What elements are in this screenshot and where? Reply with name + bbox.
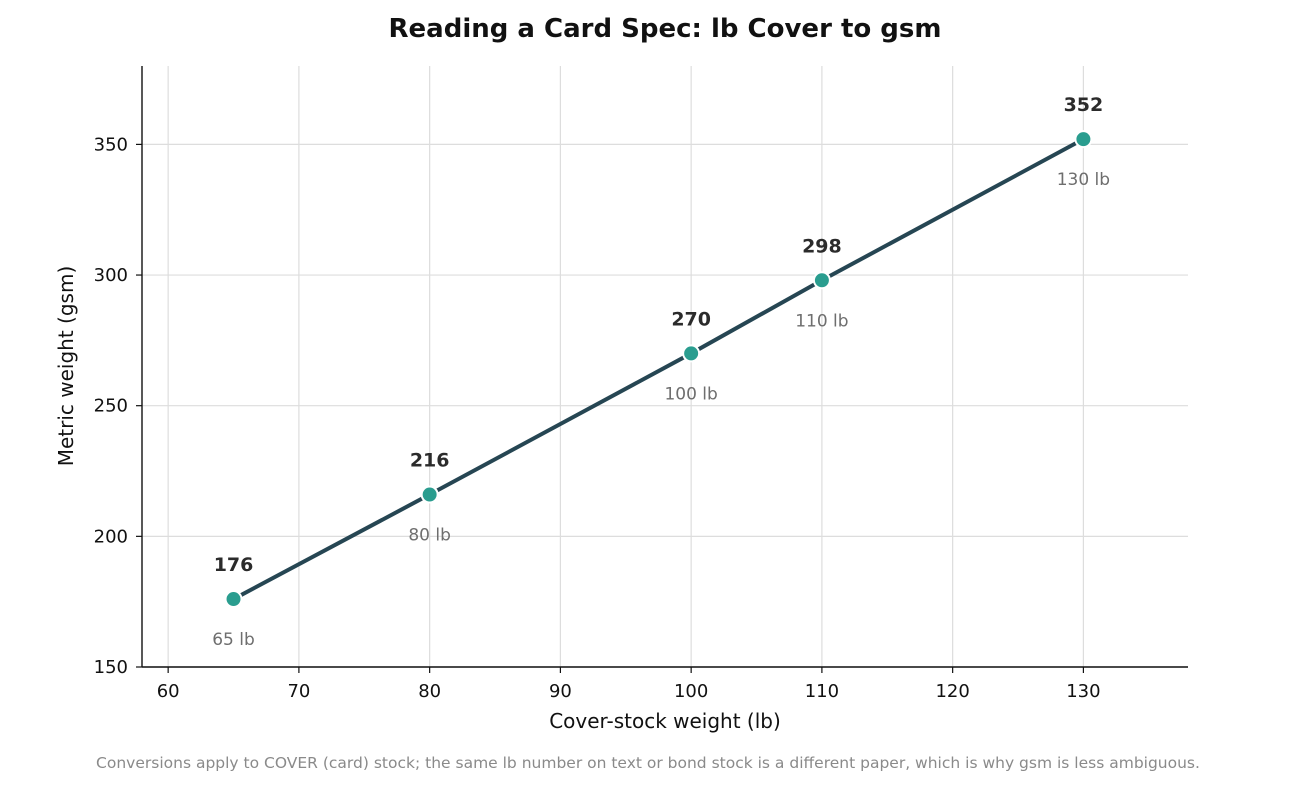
data-labels: 176 65 lb 216 80 lb 270 100 lb 298 110 lb 352 130… <box>212 94 1110 650</box>
x-axis-ticks: 60 70 80 90 100 110 120 130 <box>157 667 1101 702</box>
axes <box>141 66 1188 668</box>
data-points <box>224 130 1093 609</box>
data-point-sublabel: 80 lb <box>408 526 451 546</box>
chart-footnote: Conversions apply to COVER (card) stock;… <box>96 754 1200 772</box>
y-tick-label: 250 <box>94 396 128 417</box>
x-tick-label: 90 <box>549 681 572 702</box>
x-tick-label: 130 <box>1066 681 1100 702</box>
chart-title: Reading a Card Spec: lb Cover to gsm <box>389 14 942 44</box>
data-point <box>812 271 831 290</box>
data-point <box>682 344 701 363</box>
data-value-label: 216 <box>410 450 450 472</box>
data-point <box>1074 130 1093 149</box>
y-tick-label: 350 <box>94 134 128 155</box>
series-line-layer <box>231 137 1086 602</box>
data-value-label: 270 <box>671 308 711 330</box>
x-tick-label: 60 <box>157 681 180 702</box>
y-tick-label: 200 <box>94 526 128 547</box>
data-point-sublabel: 100 lb <box>664 384 717 404</box>
data-point-sublabel: 65 lb <box>212 630 255 650</box>
y-axis-label: Metric weight (gsm) <box>54 266 78 467</box>
data-point <box>224 590 243 609</box>
data-value-label: 176 <box>214 554 254 576</box>
data-value-label: 352 <box>1064 94 1104 116</box>
series-line <box>231 137 1086 602</box>
x-tick-label: 70 <box>287 681 310 702</box>
y-tick-label: 150 <box>94 657 128 678</box>
x-tick-label: 110 <box>805 681 839 702</box>
data-point-sublabel: 130 lb <box>1057 170 1110 190</box>
data-value-label: 298 <box>802 235 842 257</box>
x-tick-label: 100 <box>674 681 708 702</box>
y-tick-label: 300 <box>94 265 128 286</box>
x-tick-label: 80 <box>418 681 441 702</box>
x-axis-label: Cover-stock weight (lb) <box>549 709 781 733</box>
x-tick-label: 120 <box>935 681 969 702</box>
data-point-sublabel: 110 lb <box>795 311 848 331</box>
data-point <box>420 485 439 504</box>
y-axis-ticks: 150 200 250 300 350 <box>94 134 142 678</box>
